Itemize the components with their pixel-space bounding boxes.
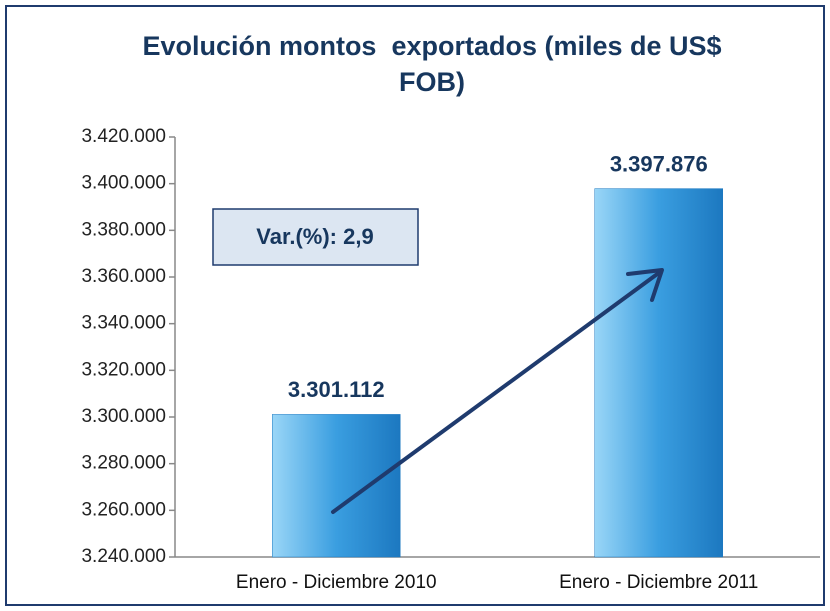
annotation: Var.(%): 2,9 bbox=[256, 224, 373, 249]
y-tick-label: 3.260.000 bbox=[81, 499, 166, 520]
y-tick-label: 3.300.000 bbox=[81, 406, 166, 427]
y-tick-label: 3.360.000 bbox=[81, 266, 166, 287]
y-tick-label: 3.340.000 bbox=[81, 313, 166, 334]
arrow-head bbox=[626, 268, 664, 302]
y-tick-label: 3.400.000 bbox=[81, 173, 166, 194]
x-tick-label: Enero - Diciembre 2011 bbox=[559, 572, 758, 593]
y-tick-label: 3.380.000 bbox=[81, 219, 166, 240]
data-label: 3.301.112 bbox=[288, 377, 385, 402]
y-tick-label: 3.320.000 bbox=[81, 359, 166, 380]
trend-arrow bbox=[331, 270, 662, 514]
bars bbox=[272, 188, 723, 558]
bar bbox=[594, 188, 723, 558]
data-label: 3.397.876 bbox=[610, 151, 708, 176]
bar bbox=[272, 414, 401, 558]
annotation-box bbox=[212, 208, 419, 266]
x-tick-label: Enero - Diciembre 2010 bbox=[236, 572, 437, 593]
y-tick-label: 3.280.000 bbox=[81, 453, 166, 474]
y-tick-label: 3.240.000 bbox=[81, 546, 166, 567]
chart-title: Evolución montos exportados (miles de US… bbox=[142, 31, 730, 97]
y-tick-label: 3.420.000 bbox=[81, 126, 166, 147]
